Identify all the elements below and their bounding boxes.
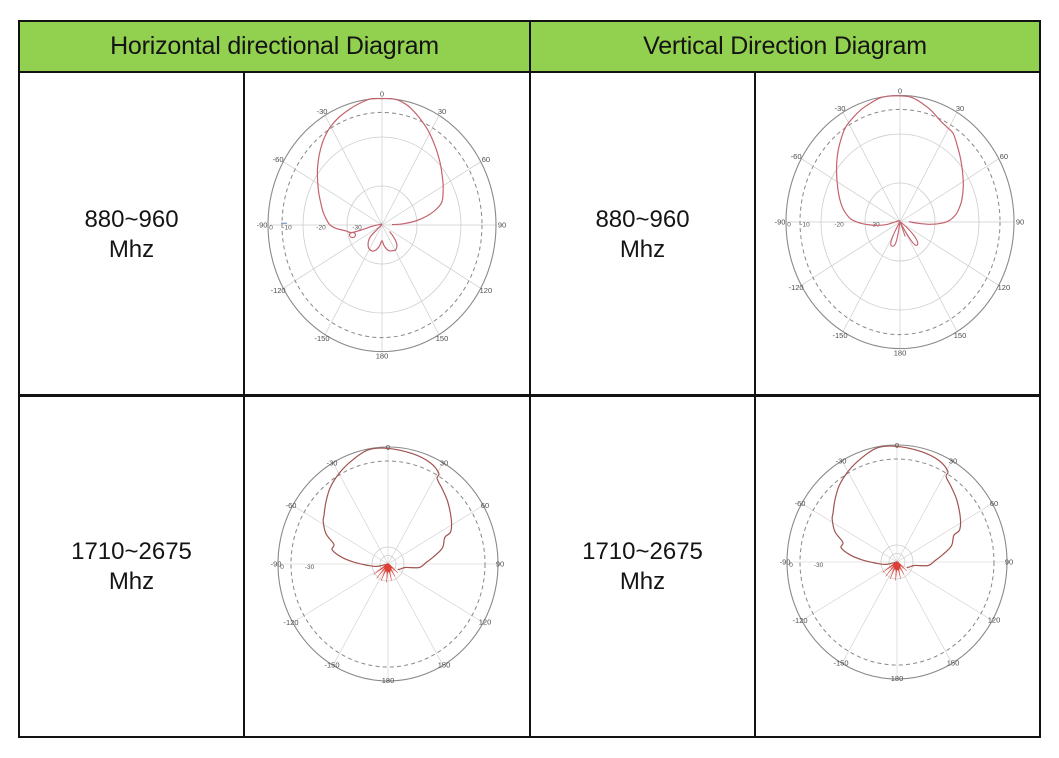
svg-text:180: 180	[381, 676, 394, 685]
svg-text:0: 0	[789, 562, 793, 569]
svg-text:0: 0	[269, 225, 273, 232]
svg-text:0: 0	[787, 222, 791, 229]
svg-text:-20: -20	[317, 225, 327, 232]
svg-text:150: 150	[437, 660, 450, 669]
svg-text:90: 90	[498, 221, 506, 230]
svg-text:-150: -150	[324, 660, 339, 669]
svg-text:30: 30	[956, 104, 964, 113]
svg-text:120: 120	[480, 286, 493, 295]
svg-text:60: 60	[1000, 152, 1008, 161]
svg-text:0: 0	[385, 443, 389, 452]
svg-text:150: 150	[436, 334, 449, 343]
svg-text:-30: -30	[814, 562, 824, 569]
svg-text:0: 0	[280, 564, 284, 571]
svg-text:-30: -30	[304, 564, 314, 571]
svg-text:150: 150	[954, 331, 967, 340]
svg-text:30: 30	[438, 107, 446, 116]
svg-text:90: 90	[1005, 558, 1013, 567]
svg-text:-20: -20	[834, 222, 844, 229]
svg-text:120: 120	[478, 617, 491, 626]
svg-text:60: 60	[480, 501, 488, 510]
svg-text:-10: -10	[283, 225, 293, 232]
svg-text:-120: -120	[271, 286, 286, 295]
svg-text:0: 0	[895, 441, 899, 450]
svg-text:90: 90	[1016, 218, 1024, 227]
svg-text:-30: -30	[326, 458, 337, 467]
svg-text:150: 150	[947, 658, 960, 667]
svg-text:-30: -30	[353, 225, 363, 232]
svg-text:-30: -30	[317, 107, 328, 116]
svg-text:-30: -30	[835, 104, 846, 113]
svg-text:180: 180	[376, 352, 389, 361]
svg-text:-60: -60	[273, 155, 284, 164]
svg-text:-90: -90	[780, 558, 791, 567]
svg-text:120: 120	[988, 616, 1001, 625]
svg-text:-30: -30	[836, 457, 847, 466]
svg-text:-90: -90	[270, 559, 281, 568]
svg-text:-150: -150	[833, 658, 848, 667]
svg-text:60: 60	[990, 499, 998, 508]
svg-text:30: 30	[439, 458, 447, 467]
svg-text:-150: -150	[315, 334, 330, 343]
svg-text:-10: -10	[800, 222, 810, 229]
svg-text:-60: -60	[285, 501, 296, 510]
svg-text:180: 180	[894, 349, 907, 358]
svg-text:60: 60	[482, 155, 490, 164]
svg-text:-150: -150	[832, 331, 847, 340]
svg-text:-60: -60	[791, 152, 802, 161]
svg-text:0: 0	[898, 87, 902, 96]
svg-text:30: 30	[949, 457, 957, 466]
svg-text:-120: -120	[789, 283, 804, 292]
svg-text:90: 90	[495, 559, 503, 568]
svg-text:-60: -60	[795, 499, 806, 508]
svg-text:-120: -120	[792, 616, 807, 625]
svg-text:180: 180	[891, 674, 904, 683]
svg-text:-90: -90	[257, 221, 268, 230]
svg-text:-90: -90	[775, 218, 786, 227]
svg-text:0: 0	[380, 90, 384, 99]
svg-text:120: 120	[998, 283, 1011, 292]
svg-text:-120: -120	[283, 617, 298, 626]
